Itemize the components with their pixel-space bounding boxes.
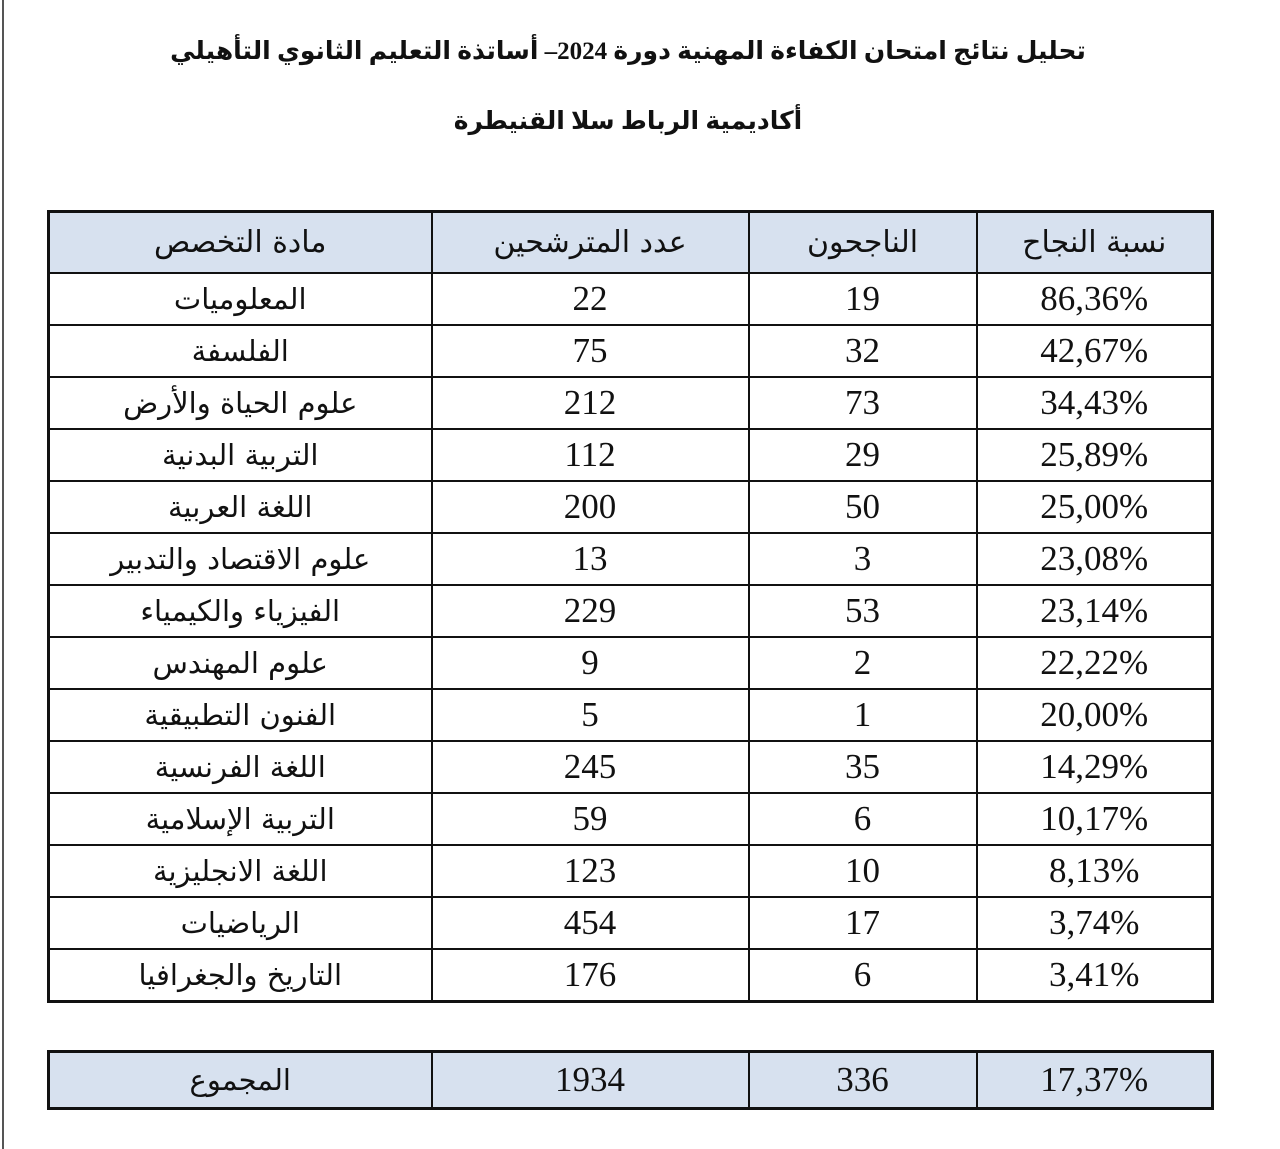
subject-cell: اللغة العربية: [47, 480, 433, 534]
value-cell: 6: [747, 948, 978, 1003]
column-header: عدد المترشحين: [430, 210, 750, 274]
value-cell: 25,00%: [975, 480, 1214, 534]
value-cell: 50: [747, 480, 978, 534]
table-row: المعلوميات 22 19 86,36%: [47, 272, 1214, 326]
subtitle: أكاديمية الرباط سلا القنيطرة: [453, 108, 803, 135]
value-cell: 3: [747, 532, 978, 586]
table-row: اللغة الانجليزية 123 10 8,13%: [47, 844, 1214, 898]
value-cell: 454: [430, 896, 750, 950]
value-cell: 22,22%: [975, 636, 1214, 690]
value-cell: 10: [747, 844, 978, 898]
value-cell: 10,17%: [975, 792, 1214, 846]
value-cell: 9: [430, 636, 750, 690]
table-row: التربية الإسلامية 59 6 10,17%: [47, 792, 1214, 846]
page-edge: [2, 0, 4, 1149]
subject-cell: التربية الإسلامية: [47, 792, 433, 846]
value-cell: 53: [747, 584, 978, 638]
total-value: 336: [747, 1050, 978, 1110]
subject-cell: التربية البدنية: [47, 428, 433, 482]
value-cell: 86,36%: [975, 272, 1214, 326]
value-cell: 17: [747, 896, 978, 950]
value-cell: 22: [430, 272, 750, 326]
value-cell: 3,74%: [975, 896, 1214, 950]
table-row: علوم الحياة والأرض 212 73 34,43%: [47, 376, 1214, 430]
table-row: علوم المهندس 9 2 22,22%: [47, 636, 1214, 690]
subject-cell: اللغة الفرنسية: [47, 740, 433, 794]
value-cell: 32: [747, 324, 978, 378]
table-row: علوم الاقتصاد والتدبير 13 3 23,08%: [47, 532, 1214, 586]
value-cell: 42,67%: [975, 324, 1214, 378]
header-row: مادة التخصص عدد المترشحين الناجحون نسبة الن…: [47, 210, 1214, 274]
table-row: الفلسفة 75 32 42,67%: [47, 324, 1214, 378]
total-label: المجموع: [47, 1050, 433, 1110]
subject-cell: علوم المهندس: [47, 636, 433, 690]
value-cell: 29: [747, 428, 978, 482]
value-cell: 3,41%: [975, 948, 1214, 1003]
value-cell: 6: [747, 792, 978, 846]
value-cell: 14,29%: [975, 740, 1214, 794]
value-cell: 176: [430, 948, 750, 1003]
value-cell: 73: [747, 376, 978, 430]
value-cell: 23,14%: [975, 584, 1214, 638]
value-cell: 229: [430, 584, 750, 638]
table-row: التربية البدنية 112 29 25,89%: [47, 428, 1214, 482]
value-cell: 2: [747, 636, 978, 690]
subject-cell: اللغة الانجليزية: [47, 844, 433, 898]
value-cell: 20,00%: [975, 688, 1214, 742]
subject-cell: التاريخ والجغرافيا: [47, 948, 433, 1003]
total-value: 1934: [430, 1050, 750, 1110]
column-header: الناجحون: [747, 210, 978, 274]
total-row: المجموع 1934 336 17,37%: [47, 1050, 1214, 1110]
column-header: نسبة النجاح: [975, 210, 1214, 274]
value-cell: 59: [430, 792, 750, 846]
value-cell: 35: [747, 740, 978, 794]
subject-cell: الرياضيات: [47, 896, 433, 950]
subject-cell: الفنون التطبيقية: [47, 688, 433, 742]
value-cell: 25,89%: [975, 428, 1214, 482]
table-row: اللغة العربية 200 50 25,00%: [47, 480, 1214, 534]
title: تحليل نتائج امتحان الكفاءة المهنية دورة …: [170, 38, 1086, 65]
table-row: الرياضيات 454 17 3,74%: [47, 896, 1214, 950]
table-row: التاريخ والجغرافيا 176 6 3,41%: [47, 948, 1214, 1003]
table-row: اللغة الفرنسية 245 35 14,29%: [47, 740, 1214, 794]
results-table: مادة التخصص عدد المترشحين الناجحون نسبة الن…: [47, 210, 1214, 1003]
value-cell: 200: [430, 480, 750, 534]
total-table: المجموع 1934 336 17,37%: [47, 1050, 1214, 1110]
subject-cell: المعلوميات: [47, 272, 433, 326]
value-cell: 34,43%: [975, 376, 1214, 430]
value-cell: 5: [430, 688, 750, 742]
table-row: الفنون التطبيقية 5 1 20,00%: [47, 688, 1214, 742]
value-cell: 212: [430, 376, 750, 430]
value-cell: 112: [430, 428, 750, 482]
column-header: مادة التخصص: [47, 210, 433, 274]
value-cell: 123: [430, 844, 750, 898]
subject-cell: علوم الاقتصاد والتدبير: [47, 532, 433, 586]
table-row: الفيزياء والكيمياء 229 53 23,14%: [47, 584, 1214, 638]
value-cell: 13: [430, 532, 750, 586]
value-cell: 245: [430, 740, 750, 794]
subject-cell: الفلسفة: [47, 324, 433, 378]
value-cell: 19: [747, 272, 978, 326]
subject-cell: علوم الحياة والأرض: [47, 376, 433, 430]
total-value: 17,37%: [975, 1050, 1214, 1110]
value-cell: 75: [430, 324, 750, 378]
value-cell: 23,08%: [975, 532, 1214, 586]
value-cell: 1: [747, 688, 978, 742]
subject-cell: الفيزياء والكيمياء: [47, 584, 433, 638]
value-cell: 8,13%: [975, 844, 1214, 898]
